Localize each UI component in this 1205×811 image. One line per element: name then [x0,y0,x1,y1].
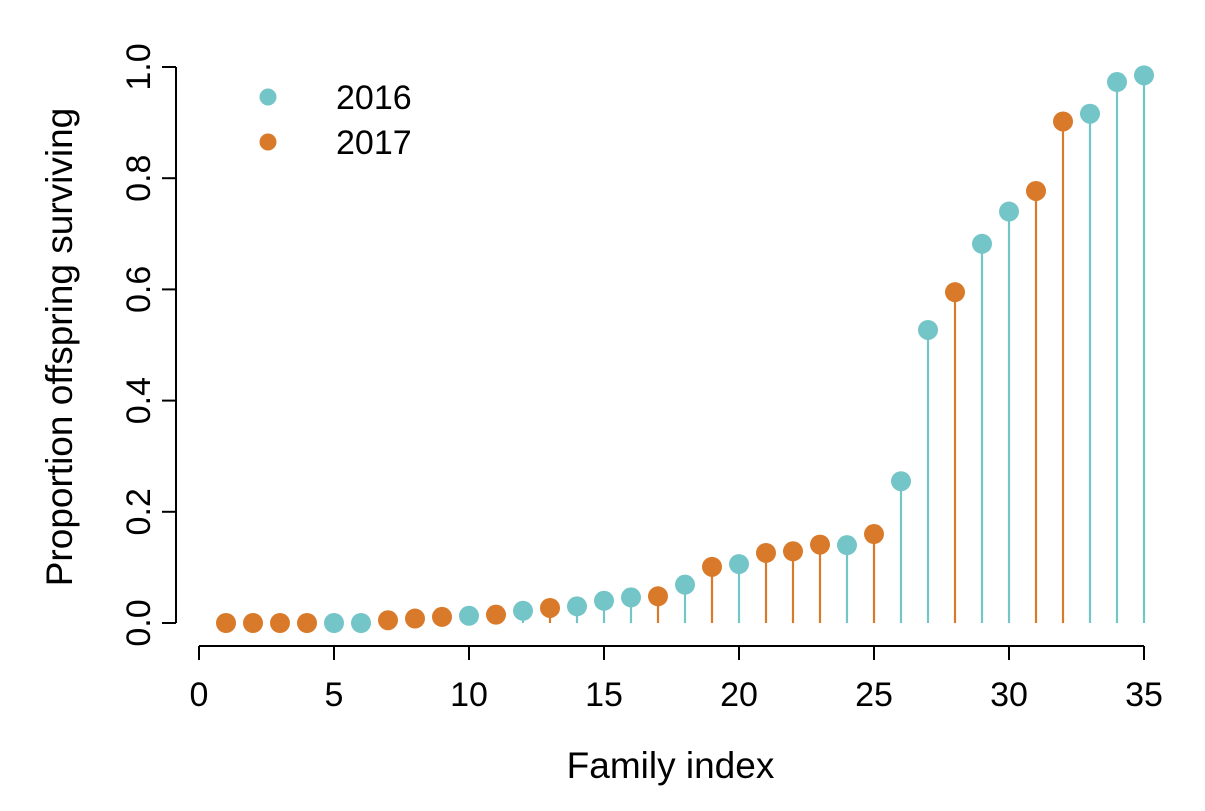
x-tick-label: 5 [325,676,344,714]
point-2016-family-34 [1107,72,1127,93]
point-2017-family-25 [864,524,884,545]
y-tick-label: 0.4 [120,377,158,424]
point-2017-family-7 [378,610,398,631]
point-2016-family-20 [729,554,749,575]
point-2017-family-8 [405,608,425,629]
legend-label-2016: 2016 [336,79,412,117]
x-tick-label: 10 [450,676,488,714]
legend-label-2017: 2017 [336,124,412,162]
data-points [216,65,1154,633]
legend: 2016 2017 [259,79,412,162]
stems [386,75,1146,623]
point-2017-family-1 [216,613,236,633]
point-2017-family-32 [1053,111,1073,132]
point-2016-family-16 [621,587,641,608]
y-tick-label: 0.2 [120,488,158,535]
y-axis-title: Proportion offspring surviving [39,108,80,587]
point-2016-family-35 [1134,65,1154,86]
x-tick-label: 20 [720,676,758,714]
point-2016-family-6 [351,613,371,633]
x-tick-label: 0 [190,676,209,714]
point-2017-family-17 [648,586,668,607]
y-tick-label: 1.0 [120,43,158,90]
x-axis-title: Family index [567,745,775,786]
point-2016-family-14 [567,596,587,617]
point-2017-family-21 [756,542,776,563]
point-2017-family-11 [486,604,506,625]
point-2016-family-30 [999,201,1019,222]
x-tick-label: 25 [855,676,893,714]
point-2016-family-5 [324,613,344,633]
point-2016-family-10 [459,605,479,626]
legend-marker-2017 [259,133,277,151]
point-2016-family-29 [972,233,992,254]
y-tick-label: 0.8 [120,155,158,202]
point-2017-family-2 [243,613,263,633]
point-2016-family-33 [1080,103,1100,124]
point-2016-family-15 [594,590,614,611]
x-tick-label: 35 [1125,676,1163,714]
legend-marker-2016 [259,88,277,106]
point-2016-family-12 [513,600,533,621]
point-2017-family-4 [297,613,317,633]
point-2017-family-13 [540,597,560,618]
point-2016-family-18 [675,574,695,595]
point-2017-family-3 [270,613,290,633]
point-2017-family-9 [432,606,452,627]
point-2016-family-26 [891,471,911,492]
axes: 0 5 10 15 20 25 30 35 0.0 0.2 0.4 0.6 0.8 1.0 [120,43,1163,714]
point-2016-family-24 [837,535,857,556]
y-axis-ticks: 0.0 0.2 0.4 0.6 0.8 1.0 [120,43,176,647]
y-tick-label: 0.6 [120,266,158,313]
point-2017-family-22 [783,541,803,562]
point-2016-family-27 [918,319,938,340]
point-2017-family-28 [945,282,965,303]
point-2017-family-31 [1026,180,1046,201]
point-2017-family-19 [702,556,722,577]
x-tick-label: 15 [585,676,623,714]
x-axis-ticks: 0 5 10 15 20 25 30 35 [190,646,1163,714]
x-tick-label: 30 [990,676,1028,714]
y-tick-label: 0.0 [120,599,158,646]
point-2017-family-23 [810,534,830,555]
